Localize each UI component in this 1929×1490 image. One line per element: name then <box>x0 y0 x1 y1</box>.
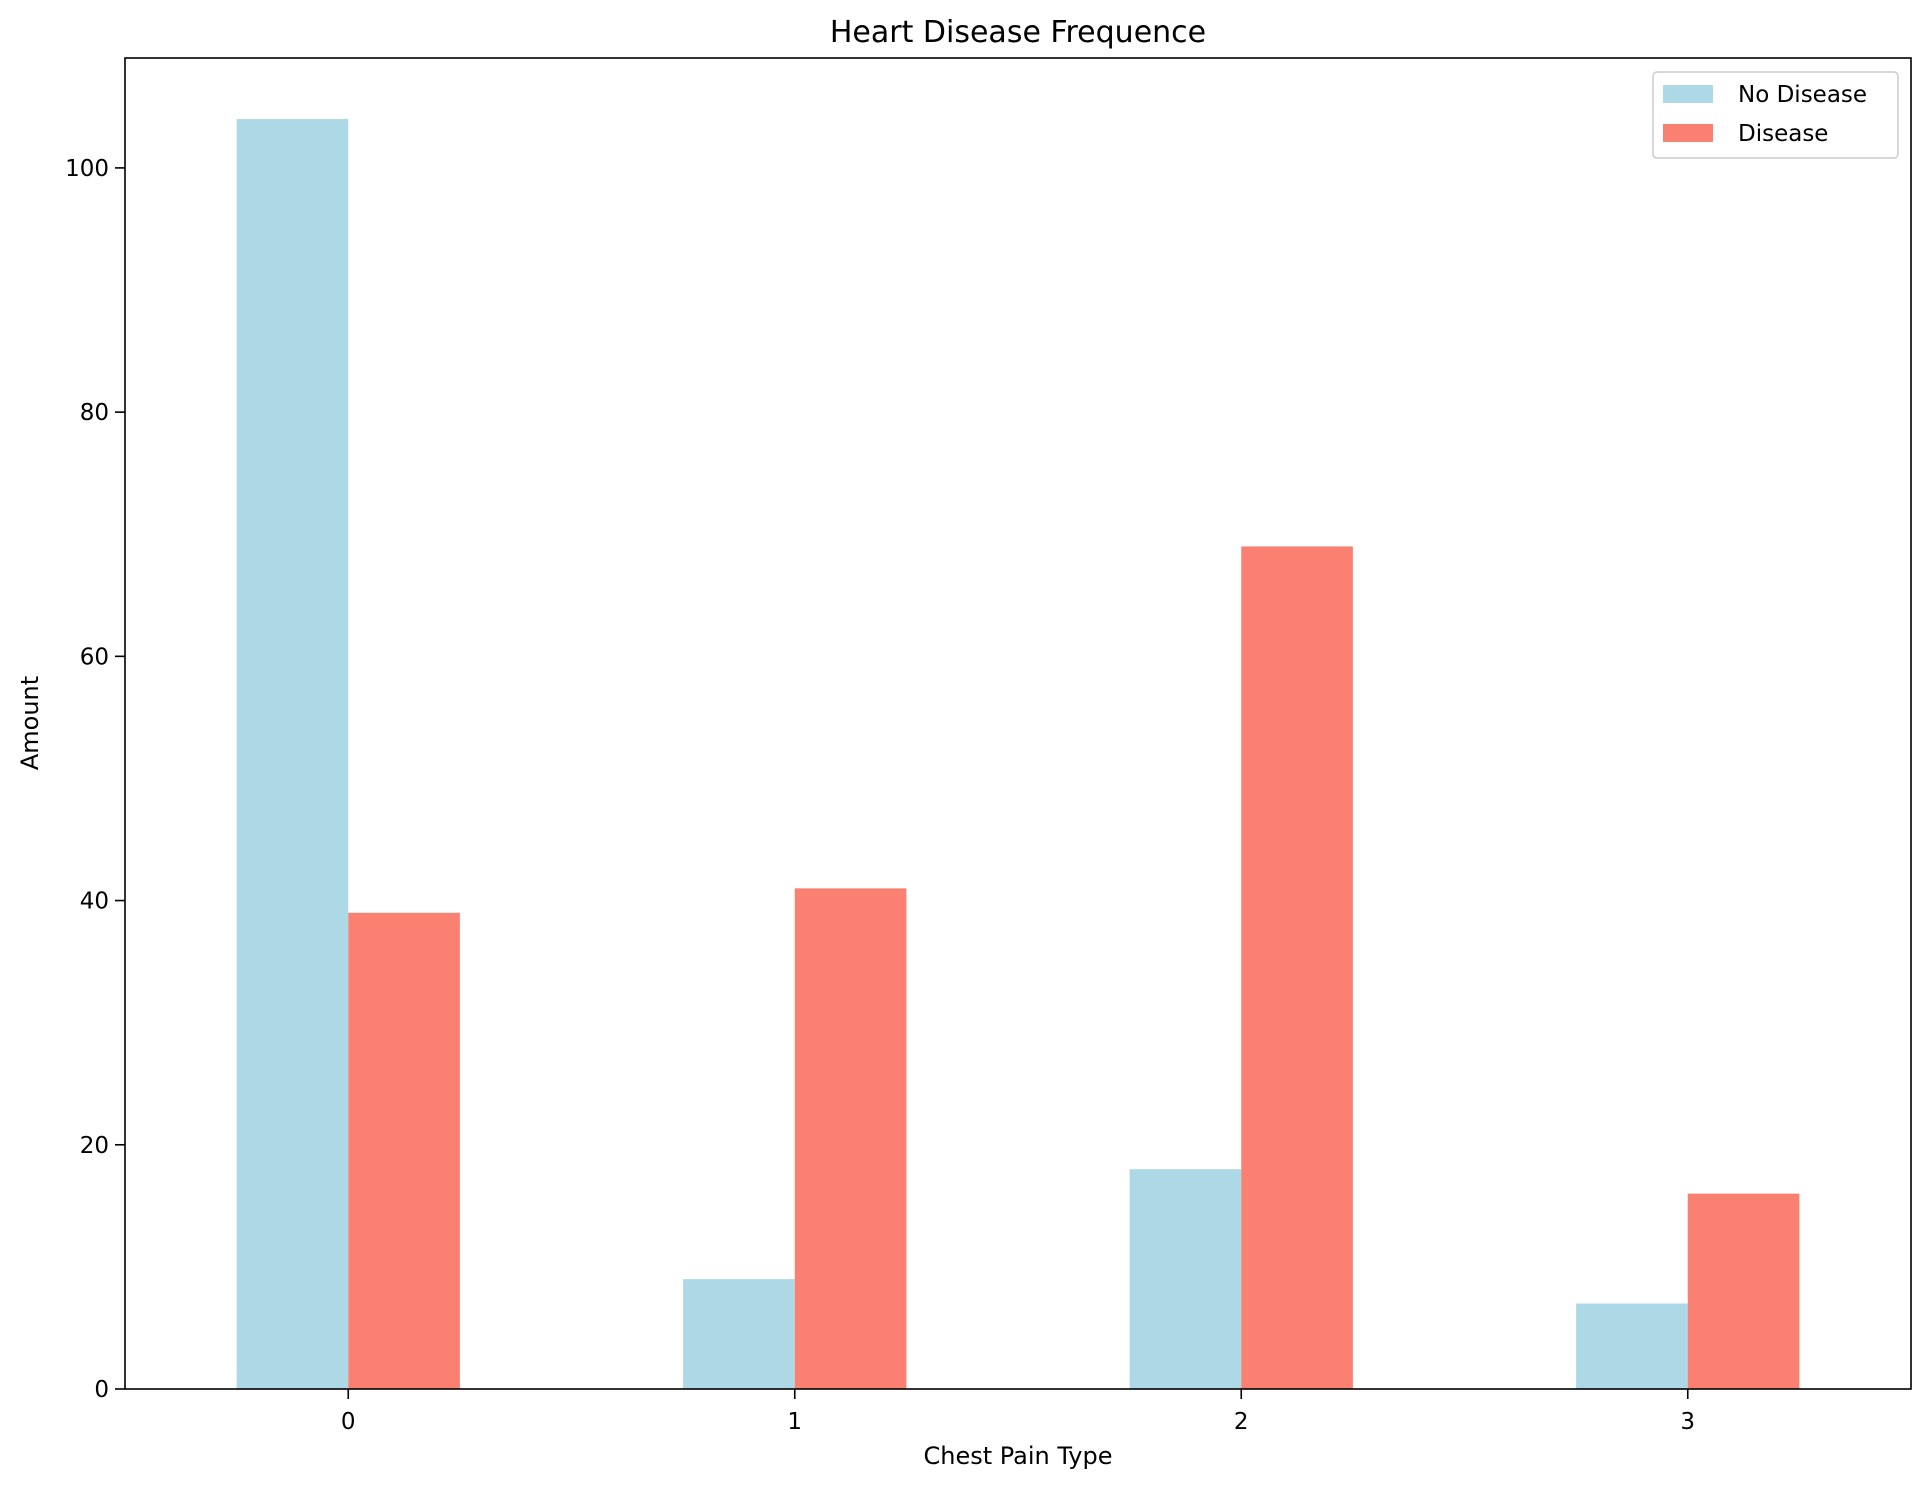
bar-disease-3 <box>1687 1193 1800 1389</box>
legend-label-no-disease: No Disease <box>1738 82 1867 108</box>
y-tick-label: 80 <box>80 400 109 426</box>
bar-disease-2 <box>1241 546 1353 1389</box>
x-axis-label: Chest Pain Type <box>923 1442 1112 1470</box>
x-tick-label: 1 <box>787 1409 802 1435</box>
axes-frame <box>124 57 1912 1390</box>
bar-no-disease-2 <box>1129 1169 1242 1389</box>
x-tick-label: 3 <box>1680 1409 1695 1435</box>
x-tick-label: 2 <box>1234 1409 1249 1435</box>
y-axis-label: Amount <box>16 676 44 770</box>
legend-swatch-no-disease <box>1663 85 1713 103</box>
legend-label-disease: Disease <box>1738 121 1828 147</box>
y-tick-label: 40 <box>80 889 109 915</box>
bar-no-disease-1 <box>683 1279 795 1389</box>
y-axis: 0 20 40 60 80 100 <box>65 156 125 1403</box>
y-tick-label: 20 <box>80 1133 109 1159</box>
bar-disease-1 <box>794 888 907 1389</box>
y-tick-label: 60 <box>80 644 109 670</box>
y-tick-label: 0 <box>94 1377 109 1403</box>
x-tick-label: 0 <box>341 1409 356 1435</box>
legend: No Disease Disease <box>1652 71 1899 159</box>
bar-no-disease-3 <box>1576 1303 1688 1389</box>
bar-no-disease-0 <box>236 119 349 1389</box>
x-axis: 0 1 2 3 <box>341 1389 1695 1435</box>
legend-box <box>1652 71 1899 159</box>
bar-disease-0 <box>348 912 460 1389</box>
chart-title: Heart Disease Frequence <box>830 15 1206 50</box>
y-tick-label: 100 <box>65 156 109 182</box>
legend-swatch-disease <box>1663 124 1713 142</box>
plot-area <box>236 119 1800 1389</box>
